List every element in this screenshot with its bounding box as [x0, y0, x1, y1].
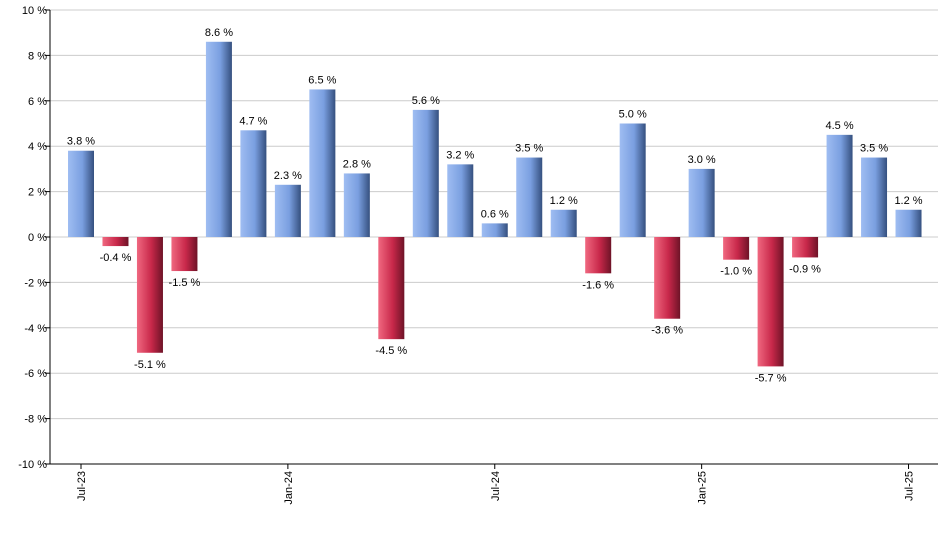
- x-tick-label: Jul-25: [904, 471, 916, 501]
- y-tick-label: -6 %: [24, 368, 47, 380]
- y-tick-label: -8 %: [24, 414, 47, 426]
- x-tick-label: Jul-23: [76, 471, 88, 501]
- x-tick-label: Jan-24: [283, 471, 295, 505]
- bar: [274, 184, 301, 237]
- bar: [378, 237, 405, 340]
- data-label: -5.7 %: [755, 372, 787, 384]
- data-label: -0.9 %: [789, 263, 821, 275]
- bar: [792, 237, 819, 258]
- data-label: -5.1 %: [134, 359, 166, 371]
- x-axis-tick-labels: Jul-23 Jan-24 Jul-24 Jan-25 Jul-25: [76, 464, 916, 505]
- bar: [481, 223, 508, 237]
- bar: [895, 209, 922, 237]
- bar: [516, 157, 543, 237]
- data-label: -1.5 %: [169, 277, 201, 289]
- bar: [861, 157, 888, 237]
- data-label: 0.6 %: [481, 208, 509, 220]
- bar: [723, 237, 750, 260]
- data-label: 8.6 %: [205, 27, 233, 39]
- data-label: 3.2 %: [446, 149, 474, 161]
- bar: [240, 130, 267, 237]
- data-label: -0.4 %: [100, 252, 132, 264]
- data-label: 3.8 %: [67, 136, 95, 148]
- data-label: -1.6 %: [582, 279, 614, 291]
- y-tick-label: -10 %: [18, 459, 47, 471]
- y-tick-label: 0 %: [28, 232, 47, 244]
- data-label: 2.3 %: [274, 170, 302, 182]
- data-label: 4.7 %: [239, 115, 267, 127]
- y-tick-label: 6 %: [28, 96, 47, 108]
- bar: [205, 41, 232, 237]
- y-tick-label: -4 %: [24, 323, 47, 335]
- y-tick-label: 10 %: [22, 5, 47, 17]
- data-label: 3.5 %: [515, 143, 543, 155]
- bar: [826, 134, 853, 237]
- bar: [68, 150, 94, 237]
- data-label: 6.5 %: [308, 74, 336, 86]
- bar: [309, 89, 336, 237]
- y-axis-tick-labels: 10 % 8 % 6 % 4 % 2 % 0 % -2 % -4 % -6 % -8 % -10 %: [18, 5, 50, 471]
- axes: [49, 10, 938, 465]
- x-tick-label: Jul-24: [490, 471, 502, 501]
- bar: [171, 237, 198, 272]
- data-label: -1.0 %: [720, 266, 752, 278]
- bar: [688, 168, 715, 237]
- bar: [102, 237, 129, 247]
- data-label: 3.5 %: [860, 143, 888, 155]
- y-tick-label: -2 %: [24, 277, 47, 289]
- data-label: 5.0 %: [619, 109, 647, 121]
- bar: [654, 237, 681, 319]
- bar: [757, 237, 784, 367]
- y-tick-label: 2 %: [28, 187, 47, 199]
- bar: [619, 123, 646, 237]
- y-tick-label: 4 %: [28, 141, 47, 153]
- data-label: 3.0 %: [688, 154, 716, 166]
- bar: [585, 237, 612, 274]
- bar: [412, 109, 439, 237]
- y-tick-label: 8 %: [28, 50, 47, 62]
- x-tick-label: Jan-25: [697, 471, 709, 505]
- bar: [343, 173, 370, 237]
- data-label: 4.5 %: [825, 120, 853, 132]
- data-label: -3.6 %: [651, 325, 683, 337]
- data-label: 1.2 %: [550, 195, 578, 207]
- data-label: 1.2 %: [894, 195, 922, 207]
- bar: [447, 164, 474, 237]
- bar: [136, 237, 163, 353]
- data-label: 2.8 %: [343, 158, 371, 170]
- bar: [550, 209, 577, 237]
- data-labels: 3.8 % -0.4 % -5.1 % -1.5 % 8.6 % 4.7 % 2.3 % 6.…: [67, 27, 923, 385]
- bars: [68, 41, 922, 367]
- data-label: 5.6 %: [412, 95, 440, 107]
- data-label: -4.5 %: [375, 345, 407, 357]
